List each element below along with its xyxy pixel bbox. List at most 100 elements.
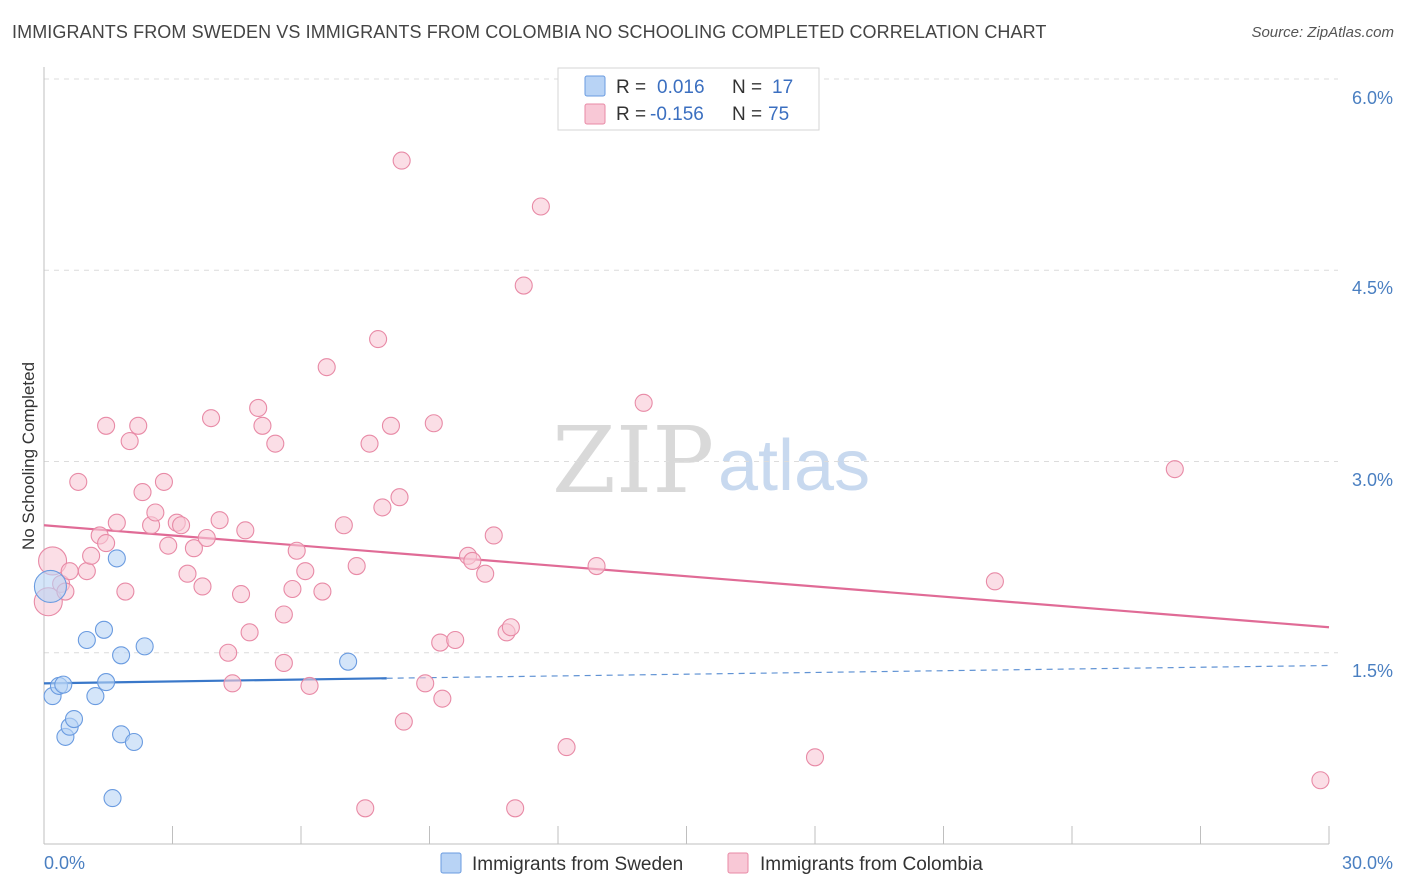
- point-colombia-62: [484, 526, 503, 545]
- point-sweden-6: [64, 709, 84, 729]
- legend-r-value-colombia: -0.156: [650, 104, 704, 125]
- y-tick-label-6-0: 6.0%: [1352, 88, 1393, 108]
- point-colombia-70: [634, 393, 653, 412]
- point-colombia-40: [296, 562, 315, 581]
- point-colombia-10: [97, 416, 116, 435]
- legend-n-value-sweden: 17: [772, 77, 793, 98]
- trend-line-sweden: [43, 677, 387, 685]
- point-colombia-17: [146, 503, 165, 522]
- x-tick-label-max: 30.0%: [1342, 853, 1393, 873]
- point-colombia-21: [172, 516, 191, 535]
- bottom-legend-label-colombia: Immigrants from Colombia: [760, 854, 983, 875]
- point-colombia-12: [116, 582, 135, 601]
- chart-title: IMMIGRANTS FROM SWEDEN VS IMMIGRANTS FRO…: [12, 22, 1047, 42]
- point-colombia-61: [476, 564, 495, 583]
- point-sweden-17: [339, 652, 358, 671]
- point-colombia-36: [274, 653, 293, 673]
- point-colombia-31: [236, 521, 255, 540]
- point-colombia-19: [159, 536, 178, 555]
- point-colombia-42: [313, 582, 332, 601]
- watermark-atlas: atlas: [718, 426, 870, 506]
- point-colombia-73: [1165, 460, 1184, 479]
- point-colombia-41: [300, 676, 319, 695]
- x-tick-label-min: 0.0%: [44, 853, 85, 873]
- point-colombia-18: [154, 472, 173, 491]
- legend-swatch-sweden: [584, 75, 606, 97]
- y-tick-label-3-0: 3.0%: [1352, 470, 1393, 490]
- point-colombia-49: [373, 498, 392, 517]
- y-tick-label-4-5: 4.5%: [1352, 278, 1393, 298]
- point-colombia-45: [347, 556, 366, 576]
- point-colombia-52: [394, 712, 413, 731]
- point-colombia-43: [317, 358, 336, 377]
- point-sweden-7: [86, 687, 105, 706]
- legend-r-value-sweden: 0.016: [657, 77, 705, 98]
- point-colombia-33: [249, 398, 268, 418]
- point-colombia-64: [501, 618, 520, 637]
- point-colombia-14: [129, 416, 148, 435]
- point-colombia-71: [805, 748, 825, 767]
- point-sweden-0: [33, 569, 67, 604]
- point-colombia-34: [253, 416, 272, 435]
- point-colombia-25: [197, 528, 216, 548]
- legend-n-label-sweden: N =: [732, 77, 762, 98]
- point-colombia-65: [506, 799, 525, 818]
- point-colombia-74: [1311, 771, 1330, 790]
- point-colombia-22: [178, 564, 197, 583]
- point-colombia-9: [97, 534, 116, 553]
- legend-r-label-colombia: R =: [616, 104, 646, 125]
- point-colombia-13: [120, 432, 139, 451]
- legend-n-label-colombia: N =: [732, 104, 762, 125]
- point-colombia-6: [77, 562, 96, 581]
- point-colombia-39: [287, 541, 306, 560]
- series-legend: Immigrants from Sweden Immigrants from C…: [440, 852, 983, 875]
- point-colombia-48: [369, 330, 388, 349]
- gridlines: [44, 78, 1338, 654]
- point-colombia-27: [210, 511, 229, 530]
- point-colombia-7: [82, 546, 101, 565]
- point-colombia-50: [381, 416, 401, 435]
- point-colombia-35: [266, 434, 285, 453]
- point-colombia-47: [360, 434, 379, 453]
- point-colombia-23: [184, 539, 203, 558]
- point-sweden-11: [107, 549, 126, 568]
- point-sweden-15: [124, 732, 143, 752]
- point-colombia-5: [69, 472, 88, 491]
- point-colombia-66: [514, 276, 533, 295]
- point-sweden-8: [97, 673, 116, 692]
- watermark-zip: ZIP: [552, 407, 714, 514]
- point-sweden-9: [77, 630, 96, 650]
- point-colombia-30: [231, 585, 251, 604]
- y-axis-title: No Schooling Completed: [19, 362, 38, 550]
- point-colombia-57: [431, 633, 450, 652]
- point-sweden-10: [94, 620, 114, 639]
- point-colombia-37: [274, 605, 293, 624]
- point-colombia-28: [219, 643, 238, 662]
- trend-lines: [43, 524, 1330, 685]
- point-colombia-11: [107, 513, 126, 532]
- bottom-legend-label-sweden: Immigrants from Sweden: [472, 854, 683, 875]
- trend-line-colombia: [43, 524, 1330, 629]
- point-colombia-51: [390, 488, 409, 507]
- point-sweden-16: [135, 637, 154, 656]
- point-colombia-54: [416, 674, 435, 693]
- bottom-legend-swatch-colombia: [727, 852, 749, 874]
- stats-legend: R = 0.016 N = 17 R = -0.156 N = 75: [557, 67, 820, 131]
- point-colombia-55: [424, 414, 443, 433]
- point-colombia-58: [446, 630, 465, 650]
- legend-n-value-colombia: 75: [768, 104, 789, 125]
- point-colombia-68: [557, 738, 576, 757]
- point-colombia-60: [463, 551, 482, 571]
- point-colombia-32: [240, 623, 259, 642]
- legend-swatch-colombia: [584, 103, 606, 125]
- point-colombia-72: [985, 572, 1004, 591]
- point-colombia-46: [356, 799, 375, 818]
- point-colombia-69: [587, 556, 606, 576]
- trend-line-sweden-extension: [386, 664, 1330, 679]
- point-colombia-44: [334, 516, 353, 535]
- y-tick-label-1-5: 1.5%: [1352, 661, 1393, 681]
- point-colombia-67: [531, 197, 550, 216]
- point-sweden-13: [112, 646, 131, 665]
- point-colombia-29: [223, 674, 242, 693]
